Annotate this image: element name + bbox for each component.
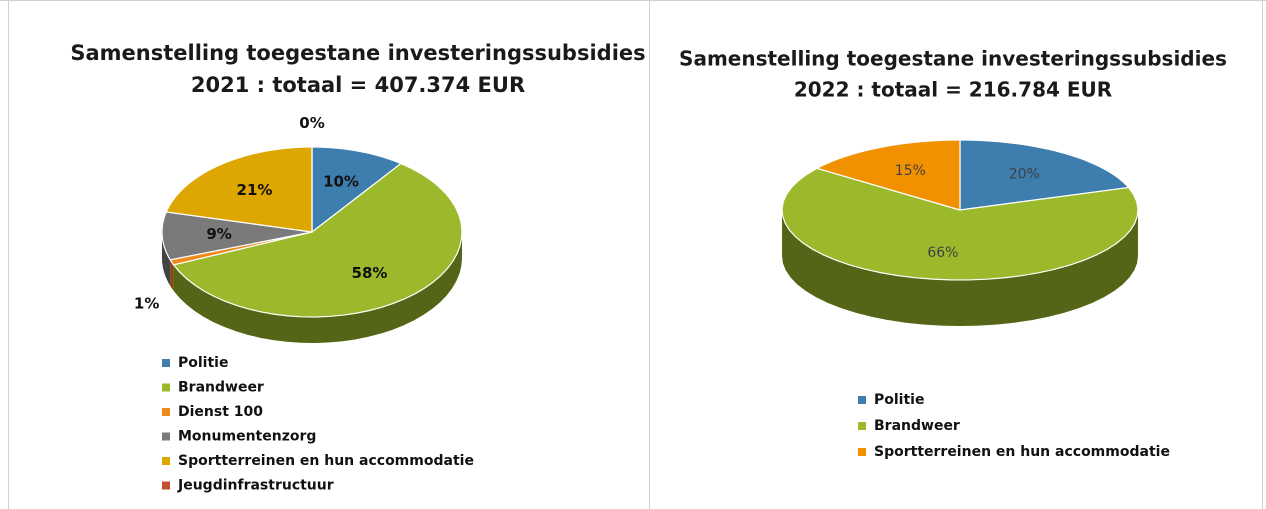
legend-swatch <box>162 481 170 490</box>
legend-label: Dienst 100 <box>178 404 263 420</box>
slice <box>959 139 1130 211</box>
slice-side-shade <box>782 210 1138 326</box>
legend-label: Monumentenzorg <box>178 429 316 445</box>
legend-label: Brandweer <box>178 380 264 396</box>
legend-label: Politie <box>874 392 924 408</box>
slice <box>311 146 403 234</box>
slice <box>165 146 313 233</box>
slice <box>169 231 313 266</box>
legend-swatch <box>162 359 170 367</box>
legend-swatch <box>162 432 170 441</box>
legend-swatch <box>162 383 170 392</box>
slice-side <box>782 210 1138 326</box>
data-label: 66% <box>927 245 958 261</box>
slice-side <box>162 232 171 286</box>
data-label: 58% <box>352 264 388 282</box>
slice <box>161 211 313 261</box>
chart-subtitle: 2021 : totaal = 407.374 EUR <box>191 73 525 97</box>
chart-title: Samenstelling toegestane investeringssub… <box>679 47 1227 71</box>
legend-swatch <box>162 457 170 465</box>
slice-side <box>170 259 174 291</box>
slice-side-shade <box>173 232 462 343</box>
slice <box>781 167 1139 281</box>
data-label: 20% <box>1009 167 1040 183</box>
data-label: 1% <box>134 294 159 312</box>
data-label: 21% <box>237 181 273 199</box>
legend-label: Jeugdinfrastructuur <box>177 478 334 494</box>
data-label: 0% <box>299 114 324 132</box>
slice <box>815 139 961 211</box>
slice-side-shade <box>170 259 174 291</box>
legend-swatch <box>858 448 866 456</box>
legend-swatch <box>858 422 866 430</box>
chart-title: Samenstelling toegestane investeringssub… <box>70 41 645 65</box>
slice <box>172 162 463 318</box>
legend-label: Sportterreinen en hun accommodatie <box>874 444 1170 460</box>
data-label: 10% <box>323 172 359 190</box>
slice-side-shade <box>162 232 171 286</box>
data-label: 15% <box>895 163 926 179</box>
legend-label: Politie <box>178 355 228 371</box>
chart-subtitle: 2022 : totaal = 216.784 EUR <box>794 78 1112 102</box>
data-label: 9% <box>206 225 231 243</box>
legend-swatch <box>858 396 866 404</box>
legend-label: Brandweer <box>874 418 960 434</box>
legend-swatch <box>162 408 170 416</box>
legend-label: Sportterreinen en hun accommodatie <box>178 453 474 469</box>
slice-side <box>173 232 462 343</box>
